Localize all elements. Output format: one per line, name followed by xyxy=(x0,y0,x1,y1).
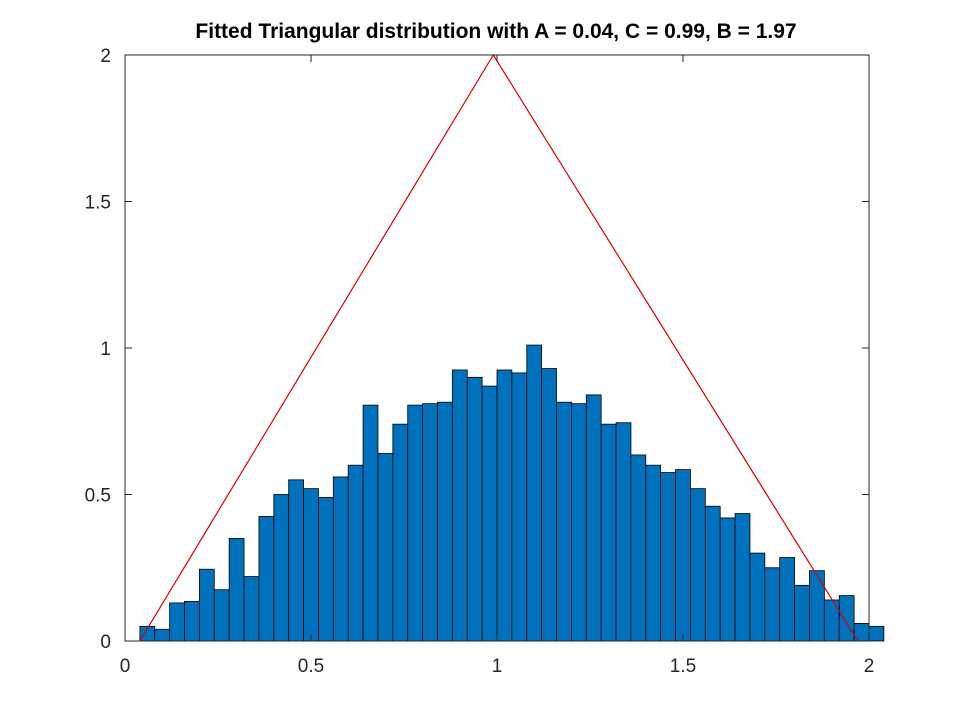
histogram-bar xyxy=(779,557,795,642)
histogram-bar xyxy=(704,505,721,642)
histogram-bar xyxy=(437,401,453,642)
x-tick-label: 1 xyxy=(492,656,503,677)
histogram-bar xyxy=(556,401,572,642)
histogram-bar xyxy=(392,423,409,642)
histogram-bar xyxy=(585,394,602,642)
histogram-bar xyxy=(318,497,334,642)
histogram-bar xyxy=(481,385,498,642)
histogram-bar xyxy=(615,422,632,642)
histogram-bar xyxy=(154,628,171,642)
histogram-bar xyxy=(868,625,885,642)
histogram-bar xyxy=(511,372,528,642)
y-tick-label: 0 xyxy=(100,632,111,653)
histogram-bar xyxy=(377,453,394,642)
histogram-bar xyxy=(838,595,855,642)
histogram-bar xyxy=(303,488,319,642)
histogram-bar xyxy=(213,589,230,642)
y-tick-label: 1 xyxy=(100,339,111,360)
histogram-bar xyxy=(823,599,840,642)
histogram-bar xyxy=(719,517,736,642)
histogram-bar xyxy=(258,516,275,642)
histogram-bars xyxy=(139,344,885,642)
ticks: 0 0.5 1 1.5 2 0 0.5 1 1.5 2 xyxy=(85,46,875,677)
histogram-bar xyxy=(332,476,349,642)
histogram-bar xyxy=(362,404,379,642)
histogram-bar xyxy=(184,601,200,642)
histogram-bar xyxy=(660,472,676,642)
x-tick-label: 0 xyxy=(120,656,131,677)
histogram-bar xyxy=(794,584,810,642)
y-tick-label: 0.5 xyxy=(85,486,111,507)
histogram-bar xyxy=(749,552,766,642)
histogram-bar xyxy=(407,404,424,642)
histogram-bar xyxy=(734,513,751,642)
histogram-bar xyxy=(347,464,364,642)
x-tick-label: 0.5 xyxy=(298,656,324,677)
histogram-bar xyxy=(571,403,587,642)
histogram-bar xyxy=(526,344,543,642)
histogram-bar xyxy=(169,602,185,642)
x-tick-label: 1.5 xyxy=(670,656,696,677)
histogram-bar xyxy=(451,369,468,642)
histogram-bar xyxy=(273,494,290,642)
histogram-bar xyxy=(645,464,662,642)
histogram-bar xyxy=(466,376,483,642)
histogram-bar xyxy=(630,454,647,642)
chart-title: Fitted Triangular distribution with A = … xyxy=(195,20,796,43)
x-tick-label: 2 xyxy=(864,656,875,677)
histogram-bar xyxy=(675,469,691,642)
histogram-bar xyxy=(541,368,557,642)
histogram-bar xyxy=(764,567,781,642)
histogram-bar xyxy=(496,369,513,642)
histogram-bar xyxy=(228,538,245,642)
histogram-bar xyxy=(690,488,706,642)
histogram-bar xyxy=(600,423,617,642)
y-tick-label: 2 xyxy=(100,46,111,67)
histogram-bar xyxy=(243,576,260,642)
histogram-bar xyxy=(198,568,215,642)
histogram-bar xyxy=(422,403,438,642)
histogram-bar xyxy=(288,479,304,642)
y-tick-label: 1.5 xyxy=(85,193,111,214)
histogram-bar xyxy=(809,570,825,642)
